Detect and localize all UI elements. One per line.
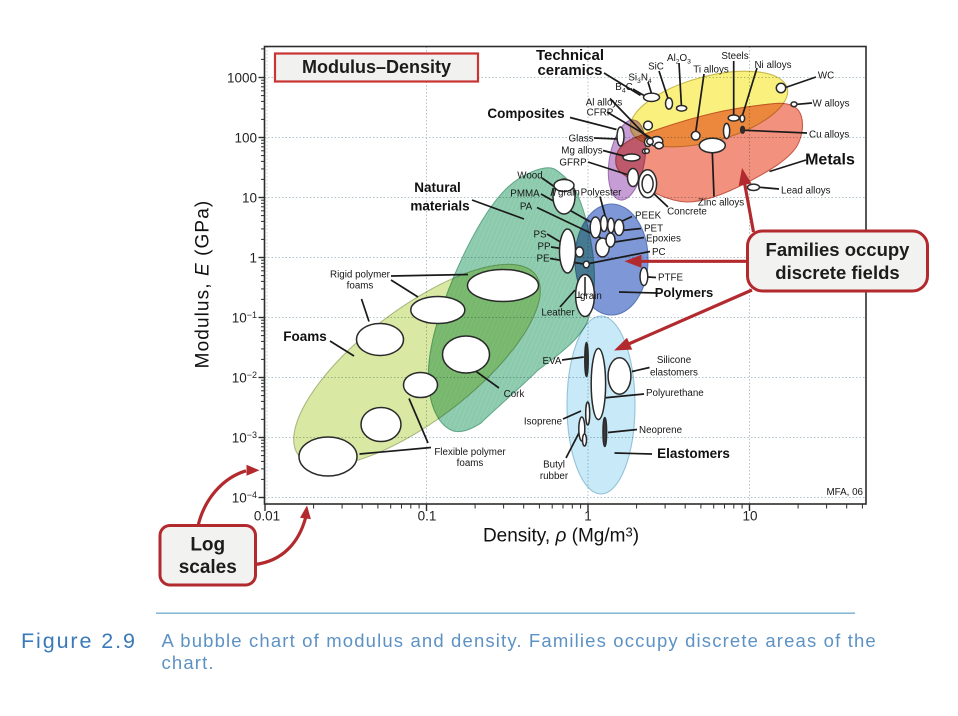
svg-text:materials: materials (410, 199, 469, 214)
svg-text:Technical: Technical (536, 47, 604, 64)
svg-text:ceramics: ceramics (537, 62, 602, 79)
svg-text:PS: PS (533, 230, 547, 241)
svg-text:grain: grain (580, 291, 602, 302)
svg-text:PC: PC (652, 247, 666, 258)
svg-text:Polyester: Polyester (581, 188, 623, 199)
svg-text:MFA, 06: MFA, 06 (827, 487, 864, 498)
svg-text:A bubble chart of modulus and: A bubble chart of modulus and density. F… (162, 630, 877, 651)
svg-text:B4C: B4C (615, 82, 632, 95)
svg-text:Natural: Natural (414, 180, 461, 195)
svg-text:foams: foams (457, 458, 484, 469)
svg-text:Figure 2.9: Figure 2.9 (21, 629, 137, 653)
svg-text:PEEK: PEEK (635, 211, 662, 222)
svg-text:Elastomers: Elastomers (657, 446, 730, 461)
svg-text:PA: PA (520, 202, 533, 213)
svg-text:Rigid polymer: Rigid polymer (330, 270, 391, 281)
svg-text:Modulus–Density: Modulus–Density (302, 57, 451, 77)
svg-text:1000: 1000 (227, 70, 257, 85)
svg-text:Foams: Foams (283, 329, 327, 344)
svg-text:rubber: rubber (540, 471, 569, 482)
svg-text:Isoprene: Isoprene (524, 417, 563, 428)
svg-text:0.01: 0.01 (254, 509, 280, 524)
svg-text:Cork: Cork (504, 389, 525, 400)
svg-text:Metals: Metals (805, 152, 855, 169)
svg-text:GFRP: GFRP (559, 158, 587, 169)
svg-text:Composites: Composites (487, 106, 564, 121)
svg-text:Butyl: Butyl (543, 460, 565, 471)
svg-text:Ni alloys: Ni alloys (754, 60, 791, 71)
svg-text:foams: foams (347, 281, 374, 292)
svg-text:Ti alloys: Ti alloys (693, 65, 729, 76)
svg-text:elastomers: elastomers (650, 368, 698, 379)
svg-text:Steels: Steels (721, 51, 748, 62)
svg-text:Flexible polymer: Flexible polymer (434, 447, 506, 458)
svg-text:Leather: Leather (541, 308, 575, 319)
svg-text:Modulus, E (GPa): Modulus, E (GPa) (193, 200, 214, 369)
svg-text:0.1: 0.1 (418, 509, 437, 524)
svg-text:Wood: Wood (517, 171, 542, 182)
svg-text:Mg alloys: Mg alloys (561, 146, 602, 157)
svg-text:PET: PET (644, 224, 663, 235)
svg-text:Cu alloys: Cu alloys (809, 130, 849, 141)
svg-text:Log: Log (190, 535, 225, 556)
svg-text:Zinc alloys: Zinc alloys (698, 198, 744, 209)
svg-text:10: 10 (742, 509, 757, 524)
svg-text:PTFE: PTFE (658, 273, 684, 284)
svg-text:10: 10 (242, 190, 257, 205)
svg-text:WC: WC (818, 71, 834, 82)
svg-text:Al alloys: Al alloys (586, 98, 623, 109)
svg-text:Neoprene: Neoprene (639, 425, 683, 436)
svg-text:PE: PE (536, 254, 550, 265)
svg-text:1: 1 (584, 509, 592, 524)
svg-text:Density, ρ (Mg/m3): Density, ρ (Mg/m3) (483, 525, 639, 547)
svg-text:chart.: chart. (162, 652, 215, 673)
svg-text:Glass: Glass (568, 134, 593, 145)
svg-text:Polyurethane: Polyurethane (646, 388, 704, 399)
svg-text:CFRP: CFRP (587, 108, 614, 119)
svg-text:discrete fields: discrete fields (775, 262, 899, 283)
svg-text:SiC: SiC (648, 62, 664, 73)
svg-text:Epoxies: Epoxies (646, 234, 681, 245)
svg-text:100: 100 (234, 130, 257, 145)
svg-text:Lead alloys: Lead alloys (781, 186, 831, 197)
svg-text:Silicone: Silicone (657, 355, 692, 366)
svg-text:Concrete: Concrete (667, 207, 707, 218)
svg-text:PP: PP (537, 242, 551, 253)
svg-text:grain: grain (558, 188, 580, 199)
svg-text:Families occupy: Families occupy (766, 239, 911, 260)
svg-text:scales: scales (179, 557, 237, 578)
svg-text:Si3N4: Si3N4 (628, 73, 652, 86)
svg-text:PMMA: PMMA (510, 189, 540, 200)
svg-text:Al2O3: Al2O3 (667, 53, 691, 66)
svg-text:1: 1 (249, 250, 257, 265)
svg-text:EVA: EVA (543, 356, 562, 367)
svg-text:W alloys: W alloys (813, 99, 850, 110)
svg-text:Polymers: Polymers (655, 285, 714, 300)
